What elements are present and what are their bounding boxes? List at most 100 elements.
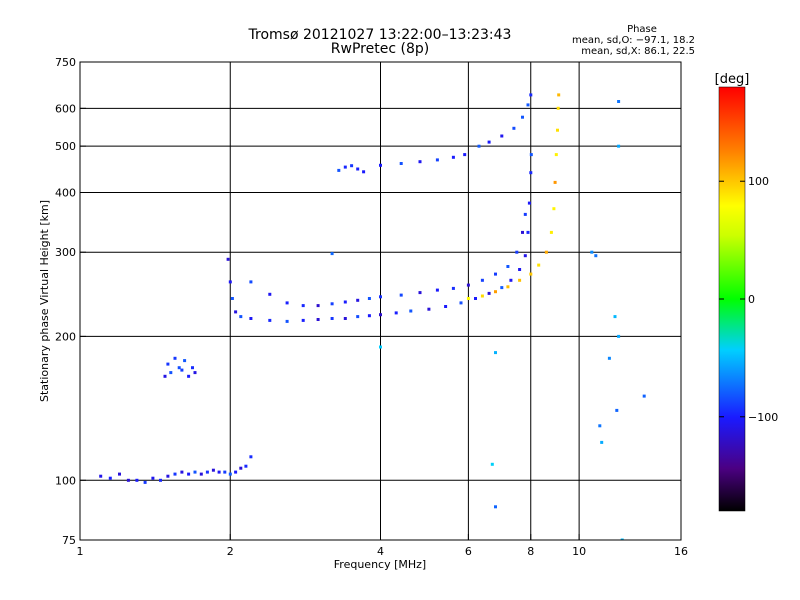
- data-point: [494, 290, 497, 294]
- data-point: [500, 134, 504, 138]
- data-point: [343, 165, 347, 169]
- phase-stats-o-mode: mean, sd,O: −97.1, 18.2: [572, 35, 695, 46]
- data-point: [367, 314, 371, 318]
- data-point: [526, 230, 530, 234]
- grid-lines: [80, 62, 681, 540]
- y-tick-label: 750: [55, 56, 76, 69]
- data-point: [183, 359, 187, 363]
- data-point: [367, 297, 371, 300]
- data-point: [557, 93, 561, 97]
- data-point: [249, 280, 253, 284]
- data-point: [177, 366, 181, 370]
- data-point: [537, 263, 541, 267]
- data-point: [316, 318, 320, 321]
- data-point: [399, 162, 403, 165]
- data-point: [515, 250, 519, 254]
- data-point: [244, 464, 248, 468]
- data-point: [228, 472, 232, 476]
- data-point: [523, 254, 527, 258]
- data-point: [228, 280, 232, 284]
- x-tick-label: 2: [227, 545, 234, 558]
- data-point: [552, 207, 556, 211]
- data-point: [459, 301, 463, 305]
- data-point: [617, 334, 621, 338]
- data-point: [399, 293, 403, 297]
- data-point: [613, 315, 617, 319]
- data-point: [509, 278, 513, 282]
- data-point: [159, 478, 162, 482]
- data-point: [173, 356, 177, 360]
- data-point: [285, 319, 289, 323]
- data-point: [223, 470, 227, 474]
- data-point: [529, 153, 533, 157]
- x-tick-label: 10: [572, 545, 586, 558]
- data-point: [435, 288, 439, 292]
- data-point: [549, 230, 553, 234]
- data-point: [529, 171, 533, 175]
- data-point: [463, 153, 467, 157]
- data-point: [193, 371, 197, 375]
- y-tick-label: 500: [55, 140, 76, 153]
- data-point: [512, 126, 516, 130]
- data-point: [205, 470, 209, 474]
- data-point: [600, 440, 604, 444]
- phase-stats-x-mode: mean, sd,X: 86.1, 22.5: [581, 46, 695, 57]
- chart-subtitle: RwPretec (8p): [331, 41, 429, 57]
- data-point: [518, 278, 522, 282]
- x-tick-label: 8: [527, 545, 534, 558]
- data-points: [99, 93, 646, 540]
- data-point: [379, 345, 382, 349]
- data-point: [615, 408, 619, 412]
- colorbar-label: [deg]: [715, 72, 750, 87]
- data-point: [590, 250, 594, 254]
- x-tick-label: 4: [377, 545, 384, 558]
- data-point: [418, 291, 422, 295]
- data-point: [477, 144, 481, 148]
- data-point: [494, 272, 497, 276]
- data-point: [526, 103, 530, 107]
- data-point: [356, 167, 360, 171]
- data-point: [151, 476, 155, 480]
- data-point: [239, 466, 243, 470]
- data-point: [301, 304, 305, 308]
- data-point: [487, 140, 491, 144]
- data-point: [356, 315, 360, 319]
- chart-title: Tromsø 20121027 13:22:00–13:23:43: [248, 27, 512, 43]
- data-point: [506, 285, 510, 289]
- data-point: [268, 318, 272, 322]
- colorbar-ticks: 100 0 −100: [719, 175, 778, 424]
- y-tick-label: 75: [62, 534, 76, 547]
- y-tick-label: 200: [55, 330, 76, 343]
- data-point: [553, 180, 557, 184]
- data-point: [343, 300, 347, 304]
- data-point: [180, 470, 184, 474]
- data-point: [451, 155, 455, 159]
- data-point: [521, 230, 524, 234]
- data-point: [285, 301, 289, 305]
- data-point: [598, 424, 602, 428]
- data-point: [330, 302, 334, 306]
- data-point: [301, 318, 305, 322]
- data-point: [500, 286, 504, 290]
- data-point: [249, 317, 253, 320]
- y-tick-label: 100: [55, 474, 76, 487]
- data-point: [362, 170, 366, 174]
- data-point: [191, 366, 194, 370]
- data-point: [379, 313, 382, 317]
- data-point: [330, 317, 334, 320]
- data-point: [143, 480, 147, 484]
- data-point: [169, 371, 173, 375]
- data-point: [230, 297, 234, 300]
- data-point: [418, 160, 422, 164]
- data-point: [642, 394, 646, 398]
- data-point: [556, 128, 559, 132]
- colorbar-tick-label: 0: [748, 293, 755, 306]
- data-point: [193, 470, 197, 474]
- x-tick-label: 6: [465, 545, 472, 558]
- phase-stats-title: Phase: [627, 24, 657, 35]
- y-tick-label: 300: [55, 246, 76, 259]
- data-point: [211, 468, 215, 472]
- data-point: [343, 317, 347, 320]
- data-point: [180, 368, 184, 372]
